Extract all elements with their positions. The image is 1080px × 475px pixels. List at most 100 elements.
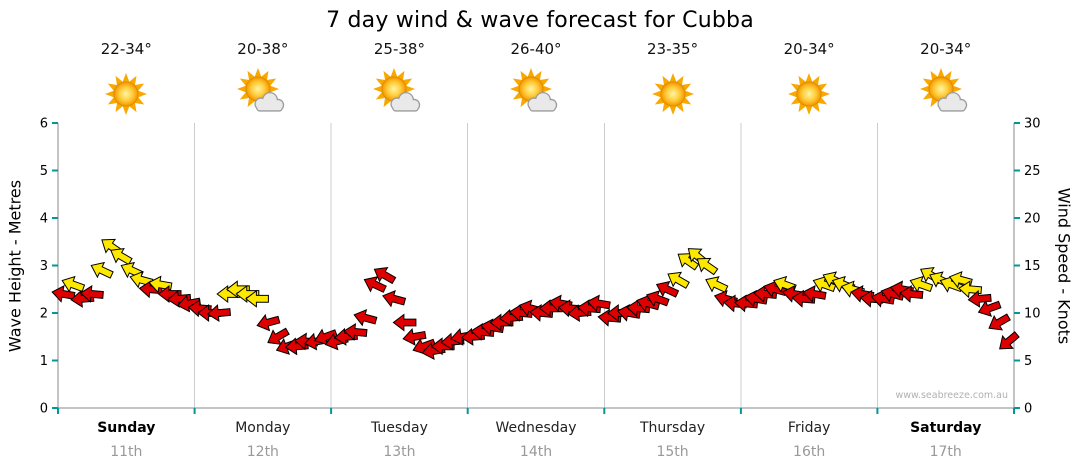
cloud [254,92,285,112]
wind-arrow [696,257,719,276]
wave-tick-label: 4 [40,212,48,227]
wind-arrow [977,300,1002,317]
sun [788,73,831,115]
sun-ray [254,68,262,77]
wind-arrow [314,328,338,346]
wind-arrow [245,289,269,308]
sun-ray [122,106,130,115]
wind-arrow [392,313,417,332]
wind-arrow [899,284,924,303]
temp-range-saturday: 20-34° [920,40,972,58]
wind-tick-label: 25 [1024,164,1041,179]
wind-arrow [110,247,133,266]
sun-ray [373,85,383,93]
wave-tick-label: 1 [40,354,48,369]
sun-icon [98,66,154,122]
wind-arrow [655,280,680,298]
date-label-tuesday: 13th [383,444,416,460]
sun-ray [805,106,813,115]
date-label-monday: 12th [246,444,279,460]
chart-title: 7 day wind & wave forecast for Cubba [326,8,754,33]
sun-icon [781,66,837,122]
sun-cloud-icon [371,66,427,122]
sun-ray [919,85,929,93]
sun-ray [236,85,246,93]
wind-arrow [802,285,827,303]
wave-tick-label: 2 [40,307,48,322]
sun-ray [406,85,416,93]
wind-arrow [79,284,104,303]
day-label-sunday: Sunday [97,420,156,436]
sun-ray [138,90,148,98]
sun-ray [805,73,813,82]
wind-tick-label: 0 [1024,402,1032,417]
sun [919,68,962,110]
wind-arrow [705,276,729,293]
date-label-wednesday: 14th [519,444,553,460]
temp-range-sunday: 22-34° [100,40,152,58]
date-label-friday: 16th [793,444,826,460]
sun-icon [645,66,701,122]
wind-arrow [363,276,387,293]
sun [651,73,694,115]
sun-ray [391,68,398,77]
day-label-monday: Monday [235,420,291,436]
sun-ray [269,85,279,93]
wind-arrow [267,327,290,345]
wind-tick-label: 10 [1024,307,1041,322]
temp-range-friday: 20-34° [783,40,835,58]
sun-ray [527,68,535,77]
sun-ray [952,85,962,93]
sun-cloud-icon [508,66,564,122]
wave-tick-label: 3 [40,259,48,274]
sun-ray [684,90,694,98]
wind-arrow [61,275,86,293]
wind-arrow [586,294,611,313]
wind-arrow [167,289,192,308]
wind-arrow [667,271,690,289]
day-label-saturday: Saturday [910,420,982,436]
cloud [937,92,967,112]
wind-arrow [353,308,378,327]
wind-arrow [909,275,934,293]
sun-ray [543,85,552,93]
wind-arrow [157,284,182,304]
sun [105,73,148,115]
wind-arrow [939,275,964,293]
day-label-friday: Friday [787,420,831,436]
wind-arrow [343,322,368,341]
date-label-thursday: 15th [656,444,689,460]
temp-range-monday: 20-38° [237,40,289,58]
sun-ray [669,73,676,82]
wind-arrow [51,285,76,303]
day-label-thursday: Thursday [640,420,706,436]
wind-tick-label: 15 [1024,259,1041,274]
sun-cloud-icon [918,66,974,122]
wave-tick-label: 5 [40,164,48,179]
wind-arrow [382,289,407,308]
temp-range-wednesday: 26-40° [510,40,562,58]
watermark: www.seabreeze.com.au [895,390,1009,401]
sun-ray [788,90,798,98]
day-label-wednesday: Wednesday [495,420,577,436]
wave-tick-label: 0 [40,402,48,417]
wind-arrow [256,313,281,332]
sun-ray [122,73,130,82]
wind-arrow [999,331,1020,350]
wind-arrow [988,313,1011,331]
sun-ray [821,90,831,98]
wind-arrow [812,275,837,293]
wind-tick-label: 20 [1024,212,1041,227]
sun-cloud-icon [235,66,291,122]
cloud [390,92,421,112]
date-label-saturday: 17th [929,444,962,460]
sun-ray [510,85,519,93]
date-label-sunday: 11th [110,444,143,460]
wind-arrow [373,266,397,285]
sun-ray [651,90,661,98]
wind-tick-label: 30 [1024,117,1041,132]
temp-range-tuesday: 25-38° [373,40,425,58]
wind-arrow [402,328,427,346]
day-label-tuesday: Tuesday [370,420,428,436]
